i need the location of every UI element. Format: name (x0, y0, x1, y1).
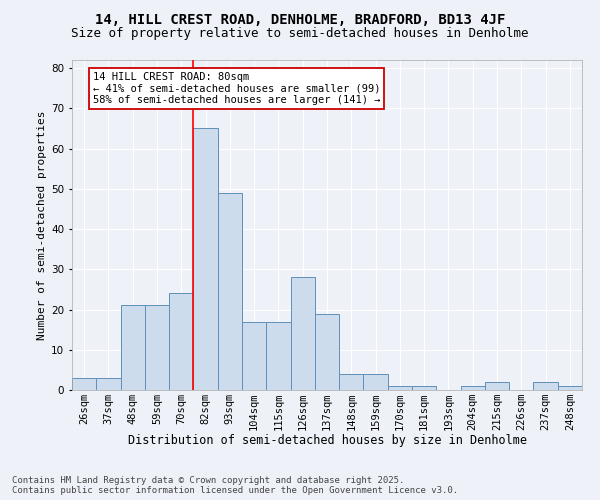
Text: 14 HILL CREST ROAD: 80sqm
← 41% of semi-detached houses are smaller (99)
58% of : 14 HILL CREST ROAD: 80sqm ← 41% of semi-… (92, 72, 380, 106)
Bar (558, 386, 582, 390)
Bar (339, 374, 364, 390)
Bar (388, 386, 412, 390)
Bar (242, 322, 266, 390)
Text: 14, HILL CREST ROAD, DENHOLME, BRADFORD, BD13 4JF: 14, HILL CREST ROAD, DENHOLME, BRADFORD,… (95, 12, 505, 26)
Y-axis label: Number of semi-detached properties: Number of semi-detached properties (37, 110, 47, 340)
Bar (193, 128, 218, 390)
Text: Contains HM Land Registry data © Crown copyright and database right 2025.
Contai: Contains HM Land Registry data © Crown c… (12, 476, 458, 495)
Bar (218, 193, 242, 390)
Bar (169, 294, 193, 390)
Bar (364, 374, 388, 390)
Bar (315, 314, 339, 390)
Bar (290, 278, 315, 390)
Bar (461, 386, 485, 390)
Bar (485, 382, 509, 390)
Bar (266, 322, 290, 390)
Bar (96, 378, 121, 390)
Text: Size of property relative to semi-detached houses in Denholme: Size of property relative to semi-detach… (71, 28, 529, 40)
Bar (412, 386, 436, 390)
Bar (121, 306, 145, 390)
Bar (533, 382, 558, 390)
Bar (72, 378, 96, 390)
Bar (145, 306, 169, 390)
X-axis label: Distribution of semi-detached houses by size in Denholme: Distribution of semi-detached houses by … (128, 434, 527, 448)
